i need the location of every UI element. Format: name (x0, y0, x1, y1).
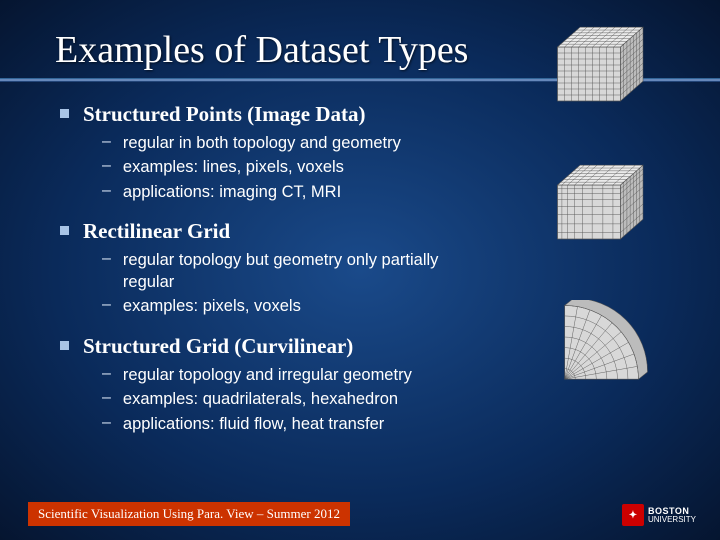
dash-icon: – (102, 389, 111, 407)
dash-icon: – (102, 182, 111, 200)
logo-text: BOSTON UNIVERSITY (648, 507, 696, 524)
item-text: examples: quadrilaterals, hexahedron (123, 389, 398, 410)
list-item: –regular topology but geometry only part… (102, 250, 665, 293)
section-title: Structured Grid (Curvilinear) (83, 334, 353, 359)
list-item: –applications: fluid flow, heat transfer (102, 414, 665, 435)
figure-curvilinear-wedge (545, 300, 660, 390)
dash-icon: – (102, 133, 111, 151)
item-text: applications: imaging CT, MRI (123, 182, 341, 203)
bullet-icon (60, 341, 69, 350)
figure-rectilinear-cube (545, 158, 660, 248)
logo-shield-icon: ✦ (622, 504, 644, 526)
item-text: regular topology but geometry only parti… (123, 250, 483, 293)
university-logo: ✦ BOSTON UNIVERSITY (622, 504, 696, 526)
slide: Examples of Dataset Types Structured Poi… (0, 0, 720, 540)
list-item: –regular in both topology and geometry (102, 133, 665, 154)
dash-icon: – (102, 250, 111, 268)
list-item: –examples: quadrilaterals, hexahedron (102, 389, 665, 410)
item-text: regular topology and irregular geometry (123, 365, 412, 386)
item-text: applications: fluid flow, heat transfer (123, 414, 384, 435)
bullet-icon (60, 109, 69, 118)
dash-icon: – (102, 365, 111, 383)
item-text: examples: pixels, voxels (123, 296, 301, 317)
bullet-icon (60, 226, 69, 235)
dash-icon: – (102, 414, 111, 432)
dash-icon: – (102, 296, 111, 314)
logo-sub: UNIVERSITY (648, 515, 696, 524)
section-title: Structured Points (Image Data) (83, 102, 366, 127)
item-text: examples: lines, pixels, voxels (123, 157, 344, 178)
item-text: regular in both topology and geometry (123, 133, 401, 154)
section-title: Rectilinear Grid (83, 219, 230, 244)
dash-icon: – (102, 157, 111, 175)
footer-tag: Scientific Visualization Using Para. Vie… (28, 502, 350, 526)
figure-uniform-cube (545, 20, 660, 110)
